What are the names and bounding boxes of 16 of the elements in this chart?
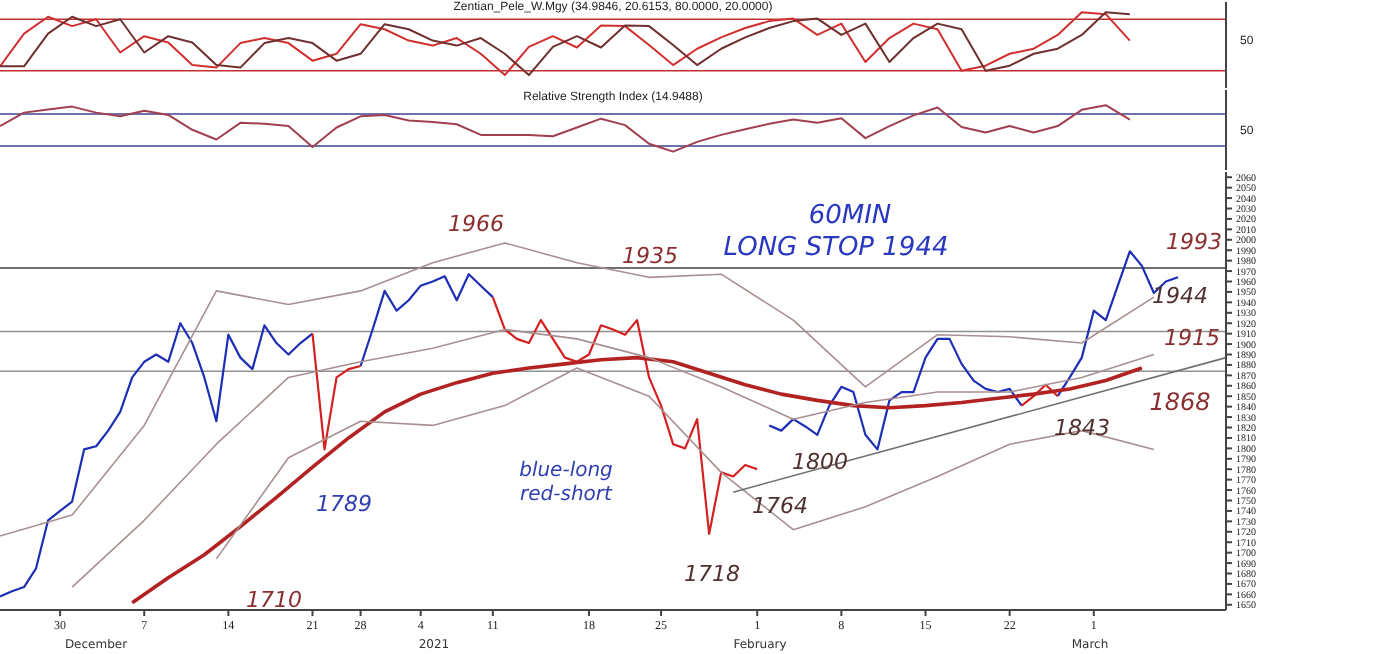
annotation: 1868 bbox=[1149, 388, 1211, 416]
annotation: 1718 bbox=[684, 561, 740, 587]
annotation: red-short bbox=[520, 484, 612, 506]
annotation: 1764 bbox=[752, 493, 808, 519]
annotation: 1710 bbox=[246, 587, 302, 613]
text: 60MIN bbox=[808, 201, 892, 231]
text: LONG STOP 1944 bbox=[723, 233, 949, 263]
annotation: 1789 bbox=[316, 491, 372, 517]
annotation: 1993 bbox=[1166, 229, 1222, 255]
annotation: 1843 bbox=[1054, 415, 1110, 441]
annotation: 1935 bbox=[622, 243, 678, 269]
annotation: 1944 bbox=[1152, 283, 1208, 309]
annotation: 1966 bbox=[448, 211, 504, 237]
annotation: 1800 bbox=[792, 449, 848, 475]
annotation: 1915 bbox=[1164, 325, 1220, 351]
annotation: blue-long bbox=[519, 460, 613, 482]
